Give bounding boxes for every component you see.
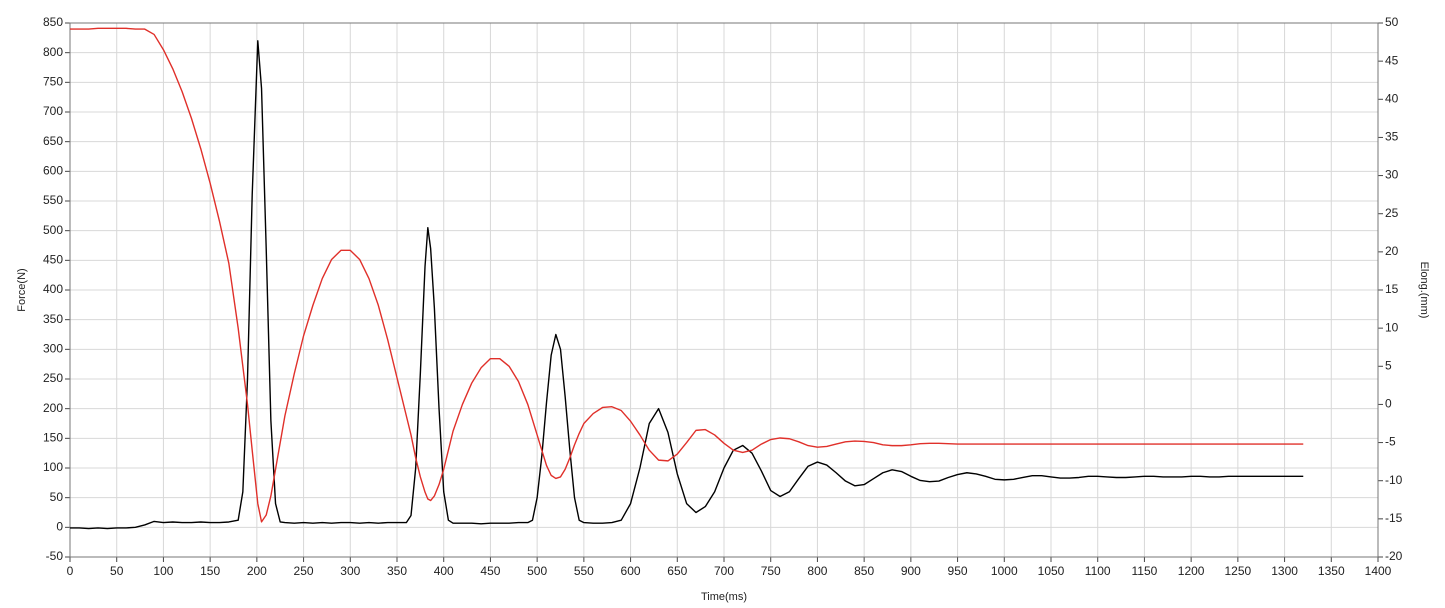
x-tick-label: 1150 — [1132, 564, 1158, 578]
y2-axis-label: Elong.(mm) — [1418, 262, 1430, 319]
x-tick-label: 100 — [153, 564, 173, 578]
x-axis-label: Time(ms) — [701, 591, 747, 603]
series-line — [70, 40, 1304, 530]
plot-frame — [69, 22, 1379, 558]
y2-tick-label: 5 — [1385, 358, 1392, 372]
x-tick-label: 300 — [340, 564, 360, 578]
y-tick-label: 400 — [43, 282, 63, 296]
x-tick-label: 400 — [434, 564, 454, 578]
x-tick-label: 250 — [294, 564, 314, 578]
y2-tick-label: -15 — [1385, 511, 1403, 525]
x-tick-label: 1250 — [1225, 564, 1252, 578]
y-tick-label: 250 — [43, 371, 63, 385]
y-tick-label: 800 — [43, 45, 63, 59]
y-tick-label: 100 — [43, 460, 63, 474]
x-tick-label: 1400 — [1365, 564, 1392, 578]
y-tick-label: 650 — [43, 134, 63, 148]
x-tick-label: 550 — [574, 564, 594, 578]
y-tick-label: -50 — [46, 549, 64, 563]
x-tick-label: 600 — [621, 564, 641, 578]
y-tick-label: 500 — [43, 223, 63, 237]
y2-tick-label: 40 — [1385, 91, 1399, 105]
x-tick-label: 200 — [247, 564, 267, 578]
x-tick-label: 450 — [480, 564, 500, 578]
x-tick-label: 500 — [527, 564, 547, 578]
y-tick-label: 750 — [43, 75, 63, 89]
series-line — [70, 27, 1304, 523]
x-tick-label: 0 — [67, 564, 74, 578]
x-tick-label: 800 — [807, 564, 827, 578]
y-tick-label: 550 — [43, 193, 63, 207]
x-tick-label: 1300 — [1271, 564, 1298, 578]
x-tick-label: 950 — [948, 564, 968, 578]
x-tick-label: 900 — [901, 564, 921, 578]
x-tick-label: 850 — [854, 564, 874, 578]
y2-tick-label: 20 — [1385, 244, 1399, 258]
y2-tick-label: -10 — [1385, 473, 1403, 487]
y-tick-label: 450 — [43, 253, 63, 267]
x-tick-label: 1100 — [1085, 564, 1111, 578]
x-tick-label: 750 — [761, 564, 781, 578]
x-tick-label: 50 — [110, 564, 124, 578]
y-tick-label: 350 — [43, 312, 63, 326]
x-tick-label: 1200 — [1178, 564, 1205, 578]
y-tick-label: 700 — [43, 104, 63, 118]
y-tick-label: 300 — [43, 342, 63, 356]
x-tick-label: 1000 — [991, 564, 1018, 578]
y2-tick-label: 30 — [1385, 168, 1399, 182]
y-axis-label: Force(N) — [16, 268, 28, 311]
x-tick-label: 150 — [200, 564, 220, 578]
x-tick-label: 650 — [667, 564, 687, 578]
y2-tick-label: 15 — [1385, 282, 1399, 296]
y2-tick-label: 50 — [1385, 15, 1399, 29]
y2-tick-label: 35 — [1385, 130, 1399, 144]
x-tick-label: 1050 — [1038, 564, 1065, 578]
y2-tick-label: 25 — [1385, 206, 1399, 220]
y-tick-label: 850 — [43, 15, 63, 29]
y2-tick-label: -5 — [1385, 435, 1396, 449]
y2-tick-label: 0 — [1385, 397, 1392, 411]
y-tick-label: 150 — [43, 431, 63, 445]
y2-tick-label: -20 — [1385, 549, 1403, 563]
y-tick-label: 600 — [43, 164, 63, 178]
y2-tick-label: 45 — [1385, 53, 1399, 67]
y-tick-label: 50 — [50, 490, 64, 504]
x-tick-label: 350 — [387, 564, 407, 578]
y2-tick-label: 10 — [1385, 320, 1399, 334]
x-tick-label: 700 — [714, 564, 734, 578]
y-tick-label: 0 — [56, 520, 63, 534]
y-tick-label: 200 — [43, 401, 63, 415]
x-tick-label: 1350 — [1318, 564, 1345, 578]
